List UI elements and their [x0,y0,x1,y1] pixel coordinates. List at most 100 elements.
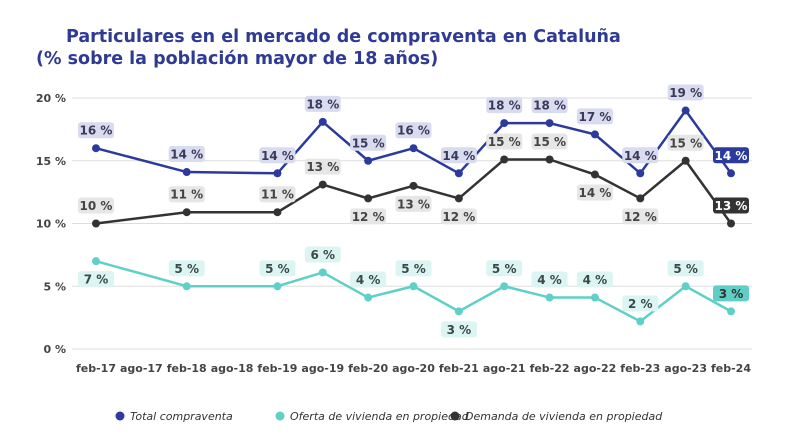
data-label: 12 % [350,208,387,225]
legend-label: Demanda de vivienda en propiedad [465,410,663,423]
legend-item: Demanda de vivienda en propiedad [450,410,663,423]
data-label-bg [531,271,568,288]
data-label-bg [168,260,205,277]
data-label-text: 5 % [265,262,290,276]
data-label: 16 % [78,122,114,139]
data-label-text: 19 % [669,86,702,100]
data-label-bg [713,147,749,164]
data-point [727,169,735,178]
data-point [727,307,735,316]
data-point [500,119,509,128]
data-label: 13 % [395,195,432,212]
data-label: 4 % [531,271,568,288]
data-label-text: 15 % [488,135,521,149]
data-label: 13 % [304,158,341,175]
data-label-text: 5 % [401,262,426,276]
data-label-bg [622,147,659,164]
data-label-text: 15 % [533,135,566,149]
data-label-bg [395,122,432,139]
data-label-bg [350,208,387,225]
data-label: 17 % [576,108,613,125]
x-tick-label: feb-20 [348,362,388,375]
data-label: 12 % [440,208,477,225]
data-point [318,117,327,126]
data-label-text: 3 % [719,287,744,301]
data-label-text: 14 % [715,149,748,163]
data-label: 5 % [259,260,296,277]
data-label-text: 12 % [624,210,657,224]
data-point [454,194,463,203]
x-tick-label: ago-23 [664,362,707,375]
data-label: 2 % [622,295,659,312]
legend-item: Oferta de vivienda en propiedad [275,410,470,423]
data-label-text: 14 % [442,149,475,163]
x-tick-label: feb-22 [530,362,570,375]
data-label-text: 17 % [578,110,611,124]
data-point [681,106,690,115]
data-label-bg [486,97,523,114]
data-label-bg [713,285,749,302]
data-label-bg [486,133,523,150]
y-tick-label: 0 % [43,343,66,356]
data-point [273,282,282,291]
data-label-text: 5 % [673,262,698,276]
data-point [545,155,554,164]
legend-marker-icon [275,411,285,421]
chart-title: Particulares en el mercado de compravent… [66,27,621,47]
data-label-text: 18 % [306,97,339,111]
data-label-bg [531,97,568,114]
data-label-text: 13 % [715,199,748,213]
data-point [364,293,373,302]
legend-marker-icon [115,411,125,421]
data-label-bg [395,260,432,277]
data-label-text: 15 % [352,136,385,150]
x-tick-label: ago-18 [211,362,254,375]
data-point [681,156,690,165]
data-label-text: 10 % [80,199,113,213]
x-tick-label: feb-19 [257,362,297,375]
data-label-text: 18 % [533,99,566,113]
data-label: 11 % [259,186,296,203]
data-label-bg [78,122,114,139]
data-label-bg [304,95,341,112]
data-label-text: 18 % [488,99,521,113]
data-label-bg [667,134,704,151]
data-label: 6 % [304,246,341,263]
x-tick-label: ago-17 [120,362,163,375]
data-point [182,168,191,177]
data-point [454,307,463,316]
data-label: 5 % [486,260,523,277]
data-label-bg [486,260,523,277]
data-label-text: 4 % [537,273,562,287]
data-point [182,282,191,291]
data-label: 3 % [440,321,477,338]
data-point [273,169,282,178]
legend-item: Total compraventa [115,410,233,423]
data-label: 18 % [304,95,341,112]
data-label: 12 % [622,208,659,225]
data-label-text: 14 % [578,186,611,200]
y-tick-label: 5 % [43,280,66,293]
data-label-text: 4 % [356,273,381,287]
data-label: 19 % [667,84,704,101]
data-label: 4 % [576,271,613,288]
data-label: 18 % [486,97,523,114]
data-label: 14 % [440,147,477,164]
data-point [364,194,373,203]
data-label: 5 % [667,260,704,277]
data-label-text: 5 % [492,262,517,276]
data-label-text: 2 % [628,297,653,311]
data-label-text: 12 % [352,210,385,224]
data-label: 10 % [78,197,114,214]
data-point [636,317,645,326]
data-label-bg [576,184,613,201]
data-label-bg [622,208,659,225]
data-label-bg [78,271,114,288]
x-tick-label: ago-19 [301,362,344,375]
data-point [590,293,599,302]
data-point [364,156,373,165]
data-label: 4 % [350,271,387,288]
data-label: 15 % [350,134,387,151]
data-label-text: 5 % [174,262,199,276]
